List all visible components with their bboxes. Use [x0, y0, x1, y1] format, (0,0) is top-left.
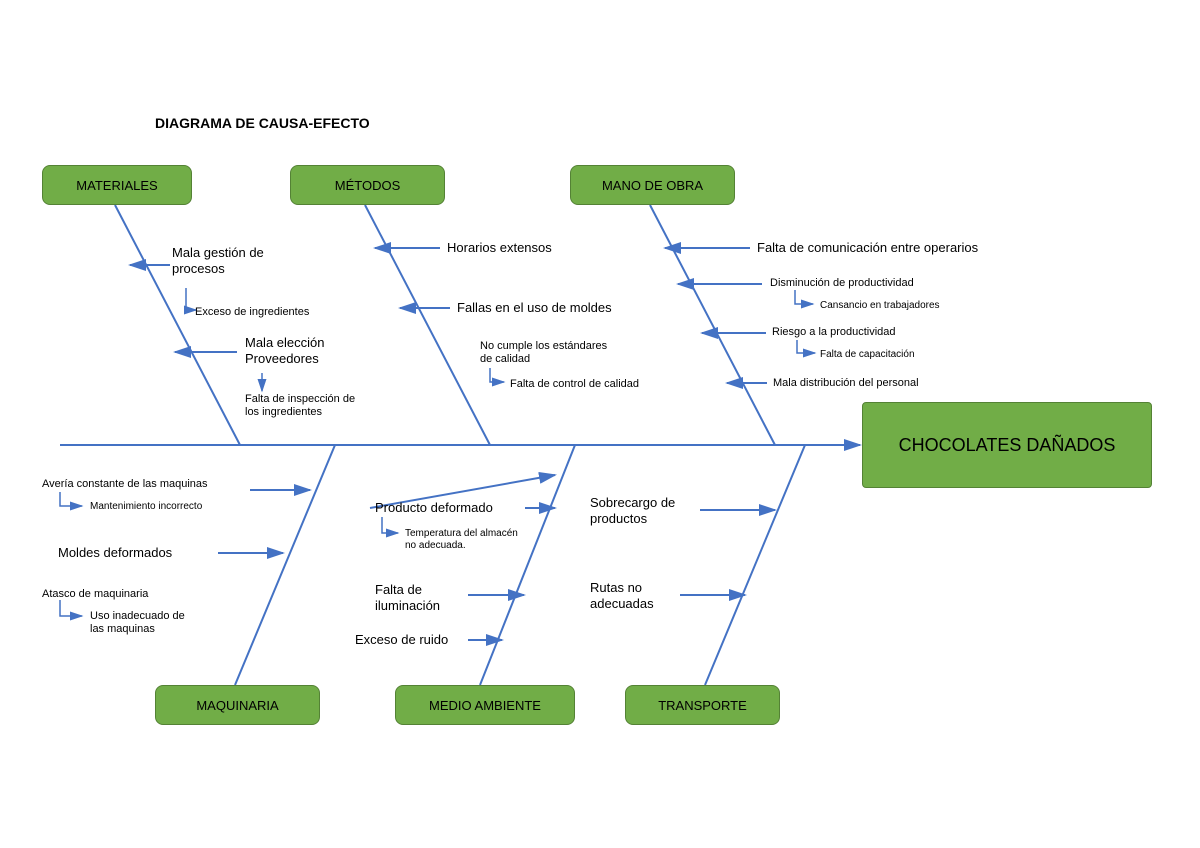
cause-label: Temperatura del almacén no adecuada.: [405, 528, 518, 552]
cause-label: Falta de control de calidad: [510, 378, 639, 391]
effect-box: CHOCOLATES DAÑADOS: [862, 402, 1152, 488]
cause-label: Sobrecargo de productos: [590, 495, 675, 526]
cause-label: Rutas no adecuadas: [590, 580, 654, 611]
cause-label: Cansancio en trabajadores: [820, 300, 940, 312]
cause-label: No cumple los estándares de calidad: [480, 340, 607, 366]
cause-label: Uso inadecuado de las maquinas: [90, 610, 185, 636]
cause-label: Disminución de productividad: [770, 277, 914, 290]
cause-label: Exceso de ruido: [355, 632, 448, 648]
diagram-title: DIAGRAMA DE CAUSA-EFECTO: [155, 115, 370, 131]
cause-label: Avería constante de las maquinas: [42, 478, 208, 491]
cause-label: Mantenimiento incorrecto: [90, 501, 202, 513]
cause-label: Mala elección Proveedores: [245, 335, 325, 366]
category-transporte: TRANSPORTE: [625, 685, 780, 725]
cause-label: Falta de comunicación entre operarios: [757, 240, 978, 256]
cause-label: Horarios extensos: [447, 240, 552, 256]
cause-label: Producto deformado: [375, 500, 493, 516]
fishbone-diagram: DIAGRAMA DE CAUSA-EFECTO CHOCOLATES DAÑAD…: [0, 0, 1200, 848]
cause-label: Moldes deformados: [58, 545, 172, 561]
category-materiales: MATERIALES: [42, 165, 192, 205]
cause-label: Mala gestión de procesos: [172, 245, 264, 276]
cause-label: Mala distribución del personal: [773, 377, 919, 390]
cause-label: Riesgo a la productividad: [772, 326, 896, 339]
cause-label: Exceso de ingredientes: [195, 306, 309, 319]
cause-label: Fallas en el uso de moldes: [457, 300, 612, 316]
cause-label: Falta de capacitación: [820, 349, 915, 361]
cause-label: Atasco de maquinaria: [42, 588, 148, 601]
cause-label: Falta de inspección de los ingredientes: [245, 393, 355, 419]
category-mano-de-obra: MANO DE OBRA: [570, 165, 735, 205]
category-maquinaria: MAQUINARIA: [155, 685, 320, 725]
cause-label: Falta de iluminación: [375, 582, 440, 613]
category-medio-ambiente: MEDIO AMBIENTE: [395, 685, 575, 725]
category-metodos: MÉTODOS: [290, 165, 445, 205]
